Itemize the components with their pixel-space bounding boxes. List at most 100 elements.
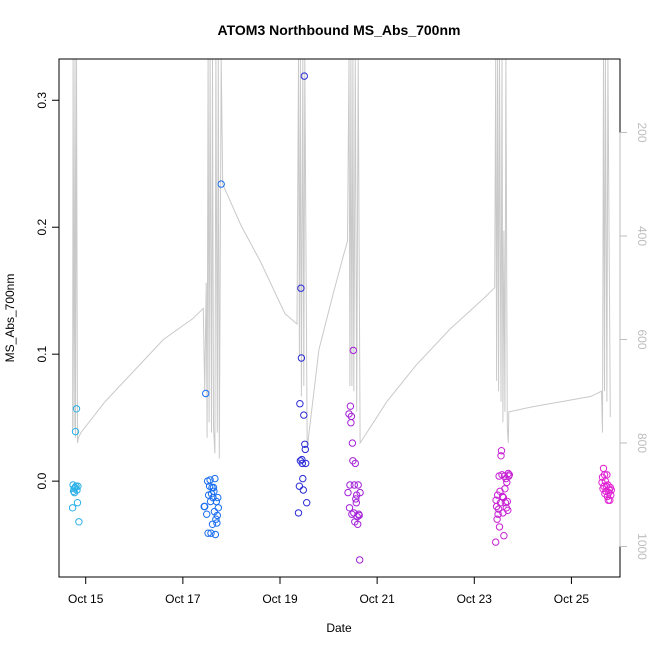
data-point bbox=[206, 476, 214, 484]
data-point bbox=[349, 346, 357, 355]
y2-tick-label: 800 bbox=[635, 433, 649, 453]
data-point bbox=[211, 474, 219, 483]
data-point bbox=[303, 499, 311, 507]
x-tick-label: Oct 15 bbox=[68, 592, 104, 606]
data-point bbox=[213, 519, 221, 527]
data-point bbox=[201, 502, 209, 511]
data-point bbox=[492, 538, 500, 546]
y-tick-label: 0.1 bbox=[35, 346, 49, 363]
secondary-y-axis: 200 400 600 800 1000 bbox=[619, 122, 649, 560]
data-point bbox=[606, 496, 614, 504]
data-point bbox=[214, 493, 222, 502]
data-point bbox=[300, 411, 308, 419]
data-point bbox=[297, 284, 305, 292]
altitude-series bbox=[72, 58, 611, 459]
data-point bbox=[211, 530, 220, 539]
data-point bbox=[504, 506, 512, 514]
data-point bbox=[71, 427, 80, 436]
x-tick-label: Oct 19 bbox=[262, 592, 298, 606]
data-point bbox=[344, 488, 352, 497]
data-point bbox=[202, 389, 210, 398]
data-point bbox=[299, 474, 307, 483]
y2-tick-label: 200 bbox=[635, 122, 649, 142]
series-5 bbox=[492, 447, 513, 546]
data-point bbox=[298, 455, 306, 464]
x-tick-label: Oct 23 bbox=[457, 592, 493, 606]
data-point bbox=[497, 452, 505, 460]
data-point bbox=[298, 459, 306, 468]
data-point bbox=[210, 487, 218, 495]
y-axis-label: MS_Abs_700nm bbox=[3, 274, 17, 363]
data-point bbox=[206, 497, 215, 506]
data-point bbox=[345, 504, 354, 512]
data-point bbox=[204, 529, 212, 537]
data-point bbox=[301, 440, 309, 448]
data-point bbox=[217, 180, 225, 188]
data-point bbox=[499, 493, 508, 502]
y-tick-label: 0.2 bbox=[35, 219, 49, 236]
data-point bbox=[503, 497, 511, 506]
data-point bbox=[355, 511, 363, 520]
x-axis: Oct 15 Oct 17 Oct 19 Oct 21 Oct 23 Oct 25 bbox=[68, 576, 590, 606]
data-point bbox=[345, 410, 353, 418]
y-tick-label: 0.0 bbox=[35, 472, 49, 489]
data-point bbox=[294, 509, 303, 517]
altitude-line bbox=[72, 58, 611, 459]
series-4 bbox=[344, 346, 364, 564]
x-tick-label: Oct 21 bbox=[359, 592, 395, 606]
data-point bbox=[346, 481, 354, 489]
data-point bbox=[207, 529, 215, 537]
data-point bbox=[495, 523, 504, 531]
data-point bbox=[607, 491, 615, 499]
scatter-series bbox=[68, 72, 615, 564]
data-point bbox=[297, 354, 306, 362]
data-point bbox=[72, 482, 80, 490]
data-point bbox=[351, 459, 359, 468]
data-point bbox=[494, 505, 503, 513]
x-axis-label: Date bbox=[326, 621, 352, 635]
series-3 bbox=[294, 72, 311, 517]
data-point bbox=[68, 504, 77, 512]
data-point bbox=[74, 482, 82, 490]
data-point bbox=[72, 405, 81, 413]
y2-tick-label: 600 bbox=[635, 329, 649, 349]
data-point bbox=[212, 515, 220, 523]
data-point bbox=[500, 532, 508, 540]
series-2 bbox=[200, 180, 225, 539]
data-point bbox=[501, 499, 510, 507]
x-tick-label: Oct 17 bbox=[165, 592, 201, 606]
data-point bbox=[299, 486, 307, 494]
x-tick-label: Oct 25 bbox=[554, 592, 590, 606]
data-point bbox=[346, 402, 355, 410]
data-point bbox=[498, 492, 507, 501]
data-point bbox=[73, 486, 81, 494]
data-point bbox=[605, 488, 613, 497]
data-point bbox=[607, 486, 615, 494]
data-point bbox=[505, 471, 513, 479]
data-point bbox=[356, 488, 364, 497]
y-axis: 0.0 0.1 0.2 0.3 bbox=[35, 92, 60, 489]
data-point bbox=[356, 556, 364, 564]
data-point bbox=[354, 520, 362, 528]
data-point bbox=[354, 481, 362, 489]
y2-tick-label: 400 bbox=[635, 226, 649, 246]
data-point bbox=[603, 492, 612, 501]
data-point bbox=[73, 499, 82, 507]
data-point bbox=[302, 459, 310, 468]
data-point bbox=[301, 445, 309, 454]
data-point bbox=[347, 412, 356, 421]
data-point bbox=[300, 72, 308, 80]
data-point bbox=[497, 447, 506, 455]
data-point bbox=[296, 400, 304, 408]
data-point bbox=[603, 471, 611, 479]
data-point bbox=[350, 481, 358, 489]
series-1 bbox=[68, 405, 83, 526]
data-point bbox=[352, 495, 360, 503]
y2-tick-label: 1000 bbox=[635, 533, 649, 560]
data-point bbox=[604, 481, 612, 489]
data-point bbox=[352, 499, 360, 507]
series-6 bbox=[598, 464, 615, 504]
data-point bbox=[349, 457, 357, 465]
chart-title: ATOM3 Northbound MS_Abs_700nm bbox=[218, 22, 461, 38]
